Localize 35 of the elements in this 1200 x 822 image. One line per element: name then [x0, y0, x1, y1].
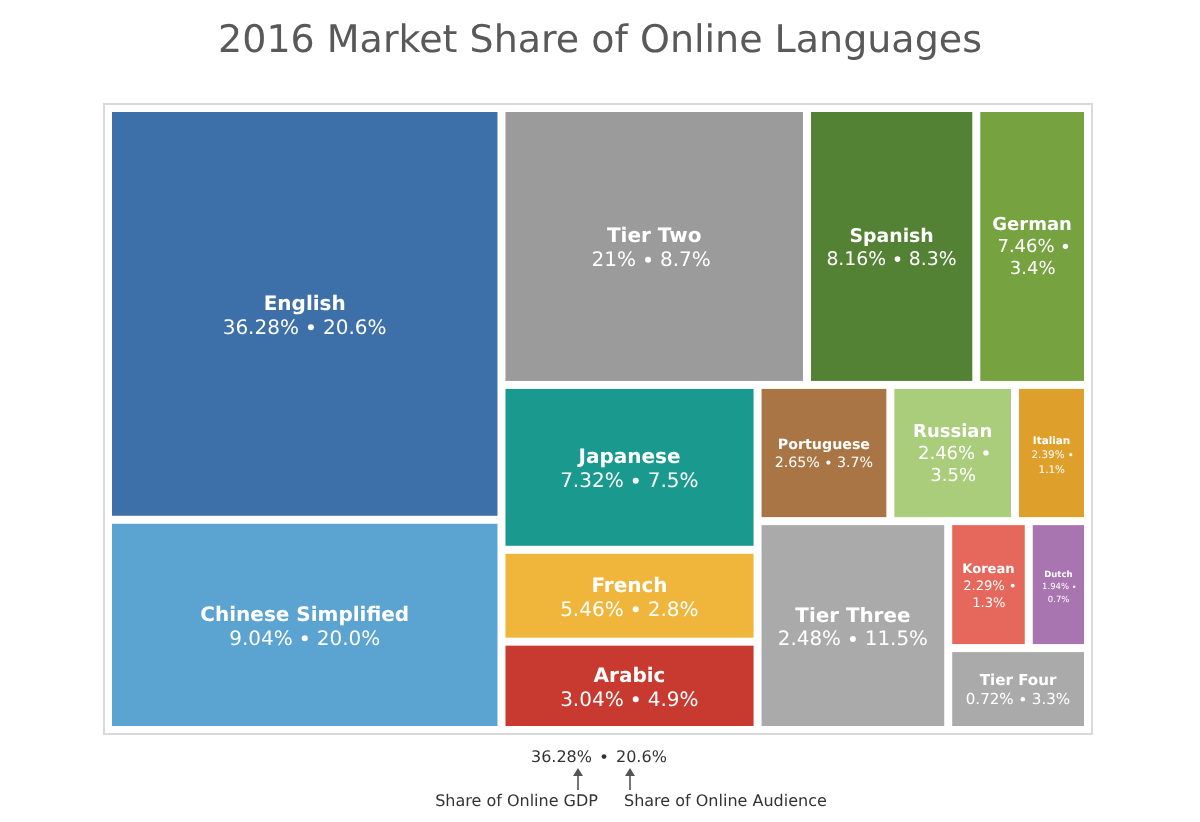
category-label: Russian: [913, 422, 993, 443]
data-label: 2.46%: [918, 444, 977, 465]
data-label: 11.5%: [864, 629, 928, 652]
data-label: 2.48%: [777, 629, 841, 652]
category-label: English: [263, 293, 346, 316]
text: 36.28%: [530, 748, 592, 766]
data-label: 3.4%: [1009, 260, 1057, 281]
data-label: 21%: [591, 250, 637, 273]
legend-label: Share of Online Audience: [624, 792, 827, 810]
data-label: 20.0%: [316, 628, 381, 651]
data-label: 20.6%: [322, 317, 387, 340]
category-label: Tier Three: [795, 605, 911, 628]
data-label: 3.04%: [560, 689, 624, 712]
data-label: 8.3%: [908, 249, 957, 272]
category-label: Japanese: [576, 447, 681, 470]
data-label: 9.04%: [229, 628, 293, 651]
category-label: Chinese Simplified: [200, 604, 410, 627]
text: 20.6%: [616, 748, 667, 766]
data-label: 7.5%: [647, 471, 699, 494]
category-label: Tier Two: [606, 226, 702, 249]
data-label: 5.46%: [560, 599, 624, 622]
data-label: 2.8%: [647, 599, 699, 622]
data-label: 3.5%: [930, 466, 977, 487]
data-label: 8.16%: [826, 249, 887, 272]
data-label: 36.28%: [222, 317, 299, 340]
category-label: Spanish: [849, 226, 934, 249]
data-label: 4.9%: [647, 689, 699, 712]
data-label: 7.32%: [560, 471, 624, 494]
data-label: 7.46%: [997, 238, 1056, 259]
data-label: 8.7%: [660, 250, 711, 273]
text: Share of Online GDP: [435, 792, 599, 810]
category-label: German: [992, 216, 1072, 237]
text: 2016 Market Share of Online Languages: [218, 18, 982, 62]
category-label: French: [591, 575, 668, 598]
category-label: Arabic: [593, 665, 666, 688]
